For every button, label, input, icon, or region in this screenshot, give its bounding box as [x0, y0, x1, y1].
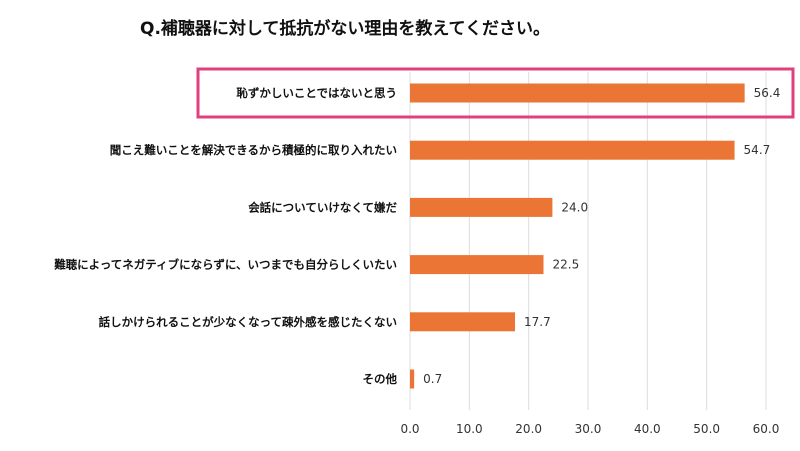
- bar: [410, 369, 415, 389]
- category-label: 難聴によってネガティブにならずに、いつまでも自分らしくいたい: [54, 258, 397, 272]
- category-label: その他: [363, 372, 398, 386]
- x-tick-label: 50.0: [693, 422, 720, 436]
- x-tick-label: 10.0: [456, 422, 483, 436]
- value-labels: 56.4 54.7 24.0 22.5 17.7 0.7: [423, 86, 780, 386]
- category-label: 会話についていけなくて嫌だ: [247, 200, 397, 214]
- value-label: 56.4: [754, 86, 781, 100]
- x-tick-label: 60.0: [753, 422, 780, 436]
- value-label: 17.7: [524, 315, 551, 329]
- chart-title: Q.補聴器に対して抵抗がない理由を教えてください。: [140, 18, 550, 39]
- value-label: 54.7: [744, 143, 771, 157]
- bar: [410, 197, 553, 217]
- x-axis-ticks: 0.0 10.0 20.0 30.0 40.0 50.0 60.0: [400, 422, 779, 436]
- bar: [410, 140, 735, 160]
- bars: [410, 83, 745, 389]
- bar: [410, 255, 544, 275]
- value-label: 0.7: [423, 372, 442, 386]
- category-label: 聞こえ難いことを解決できるから積極的に取り入れたい: [110, 143, 397, 157]
- x-tick-label: 20.0: [515, 422, 542, 436]
- bar: [410, 83, 745, 103]
- value-label: 24.0: [561, 200, 588, 214]
- grid: [409, 72, 767, 410]
- x-tick-label: 0.0: [400, 422, 419, 436]
- category-labels: 恥ずかしいことではないと思う聞こえ難いことを解決できるから積極的に取り入れたい会…: [54, 86, 397, 386]
- x-tick-label: 30.0: [575, 422, 602, 436]
- x-tick-label: 40.0: [634, 422, 661, 436]
- category-label: 恥ずかしいことではないと思う: [236, 86, 397, 100]
- value-label: 22.5: [553, 258, 580, 272]
- bar: [410, 312, 516, 332]
- highlight-box: [196, 67, 795, 119]
- category-label: 話しかけられることが少なくなって疎外感を感じたくない: [99, 315, 397, 329]
